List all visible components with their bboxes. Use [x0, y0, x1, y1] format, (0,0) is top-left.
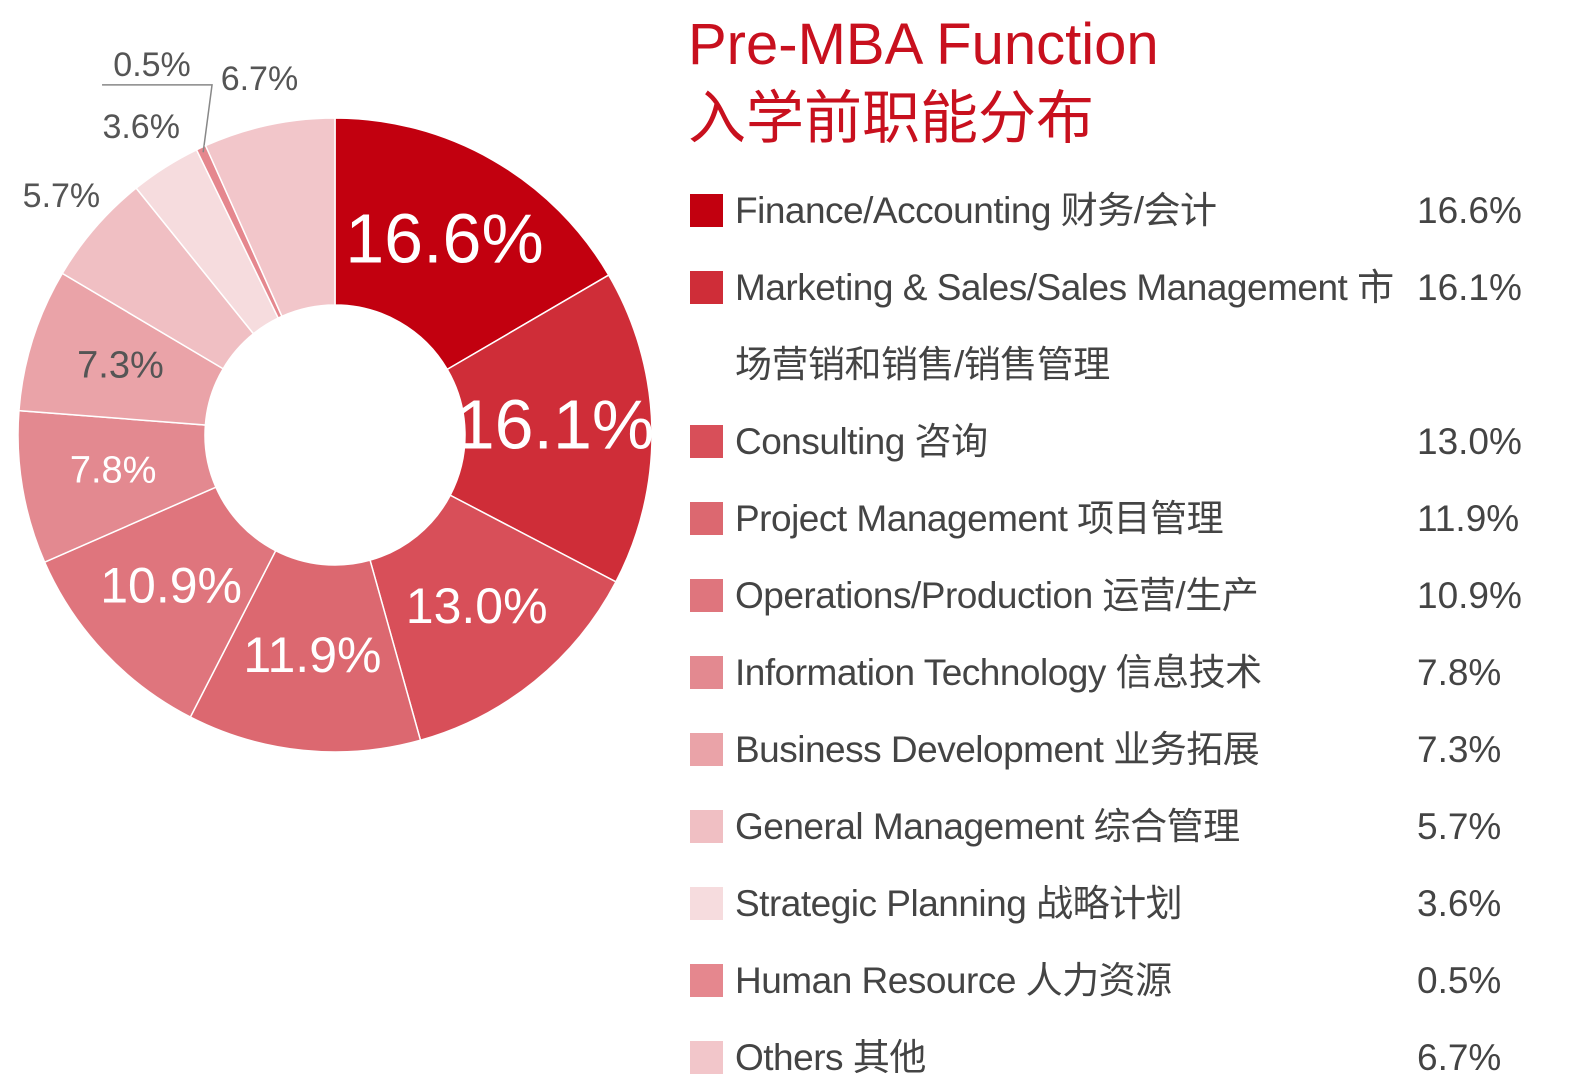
legend-label: Consulting 咨询 [735, 421, 988, 462]
slice-label: 16.1% [456, 385, 654, 463]
legend-item: Others 其他 6.7% [690, 1019, 1570, 1087]
slice-label: 7.8% [70, 450, 157, 492]
slice [369, 494, 617, 742]
slice [334, 117, 610, 371]
legend-item: Finance/Accounting 财务/会计 16.6% [690, 172, 1570, 249]
legend-swatch [690, 1041, 723, 1074]
slice [446, 274, 653, 583]
legend-value: 7.3% [1417, 729, 1502, 770]
legend-item: General Management 综合管理 5.7% [690, 788, 1570, 865]
legend-swatch [690, 194, 723, 227]
legend-label: General Management 综合管理 [735, 806, 1240, 847]
legend-swatch [690, 579, 723, 612]
legend-label: Others 其他 [735, 1037, 926, 1078]
slice-label: 6.7% [221, 60, 299, 98]
legend-value: 11.9% [1417, 498, 1520, 539]
legend-value: 13.0% [1417, 421, 1522, 462]
legend-item: Project Management 项目管理 11.9% [690, 480, 1570, 557]
legend-swatch [690, 425, 723, 458]
slice [189, 549, 422, 753]
slice [204, 117, 336, 318]
legend-label: Operations/Production 运营/生产 [735, 575, 1259, 616]
donut-chart: 16.6% 16.1% 13.0% 11.9%10.9% 7.8% 7.3% 5.7%3.6… [17, 46, 654, 753]
legend-label: Business Development 业务拓展 [735, 729, 1260, 770]
legend-swatch [690, 656, 723, 689]
legend-swatch [690, 271, 723, 304]
slice-label: 16.6% [345, 200, 543, 278]
slice-label: 3.6% [102, 108, 180, 146]
legend-item: Human Resource 人力资源 0.5% [690, 942, 1570, 1019]
legend: Finance/Accounting 财务/会计 16.6% Marketing &… [690, 172, 1570, 1087]
legend-label: Human Resource 人力资源 [735, 960, 1172, 1001]
legend-item: Marketing & Sales/Sales Management 市场营销和… [690, 249, 1570, 403]
legend-swatch [690, 733, 723, 766]
slice-label: 7.3% [77, 344, 164, 386]
leader-line [102, 84, 213, 153]
chart-subtitle: 入学前职能分布 [688, 86, 1095, 151]
legend-value: 10.9% [1417, 575, 1522, 616]
legend-item: Information Technology 信息技术 7.8% [690, 634, 1570, 711]
legend-value: 3.6% [1417, 883, 1502, 924]
legend-value: 5.7% [1417, 806, 1502, 847]
legend-value: 16.6% [1417, 190, 1522, 231]
slice-label: 11.9% [243, 627, 381, 683]
chart-title: Pre-MBA Function [688, 12, 1159, 77]
legend-swatch [690, 887, 723, 920]
slice [43, 486, 277, 719]
legend-value: 6.7% [1417, 1037, 1502, 1078]
legend-label: Strategic Planning 战略计划 [735, 883, 1183, 924]
legend-label: Marketing & Sales/Sales Management 市场营销和… [735, 267, 1394, 385]
legend-label: Information Technology 信息技术 [735, 652, 1262, 693]
legend-label: Project Management 项目管理 [735, 498, 1224, 539]
legend-value: 0.5% [1417, 960, 1502, 1001]
legend-swatch [690, 964, 723, 997]
legend-swatch [690, 502, 723, 535]
slice-label: 0.5% [113, 46, 191, 84]
slice-label: 5.7% [23, 177, 101, 215]
slice-label: 10.9% [100, 557, 242, 613]
legend-swatch [690, 810, 723, 843]
legend-item: Operations/Production 运营/生产 10.9% [690, 557, 1570, 634]
legend-item: Consulting 咨询 13.0% [690, 403, 1570, 480]
legend-value: 16.1% [1417, 267, 1522, 308]
legend-value: 7.8% [1417, 652, 1502, 693]
legend-item: Strategic Planning 战略计划 3.6% [690, 865, 1570, 942]
slice-label: 13.0% [406, 578, 548, 634]
legend-item: Business Development 业务拓展 7.3% [690, 711, 1570, 788]
legend-label: Finance/Accounting 财务/会计 [735, 190, 1217, 231]
